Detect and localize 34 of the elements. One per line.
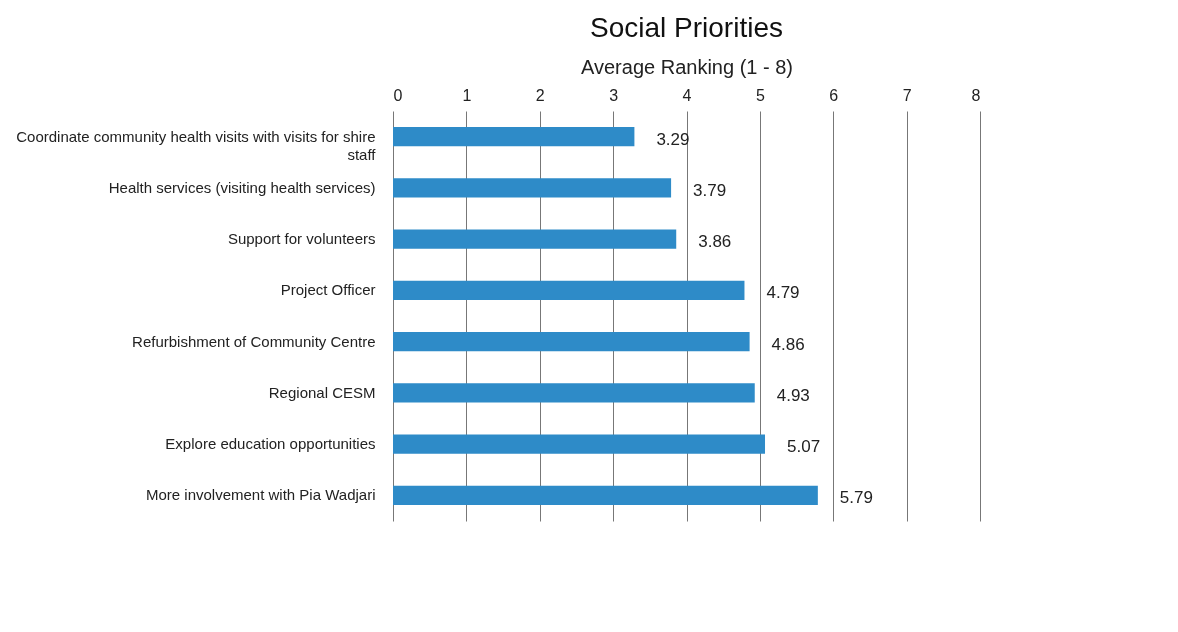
y-tick-label: Coordinate community health visits with visits for shire staff: [16, 127, 377, 163]
data-label: 3.79: [693, 180, 727, 200]
y-tick-label: More involvement with Pia Wadjari: [145, 486, 376, 504]
y-tick-label: Support for volunteers: [227, 230, 376, 248]
data-label: 3.86: [698, 232, 732, 252]
bar: [393, 485, 818, 506]
x-tick-label: 3: [609, 86, 619, 104]
bar: [393, 280, 745, 301]
x-tick-label: 1: [462, 86, 472, 104]
x-tick-label: 5: [755, 86, 765, 104]
y-tick-label: Health services (visiting health services): [108, 178, 376, 196]
x-tick-label: 6: [829, 86, 839, 104]
y-tick-label: Explore education opportunities: [165, 435, 376, 453]
data-label: 4.86: [771, 334, 805, 354]
bar: [393, 126, 635, 147]
bar: [393, 383, 755, 403]
y-tick-label: Regional CESM: [268, 383, 376, 401]
bar: [393, 229, 677, 249]
x-tick-label: 7: [902, 86, 912, 104]
data-label: 4.93: [776, 385, 810, 405]
bar: [393, 331, 750, 352]
data-label: 5.07: [787, 437, 821, 457]
x-tick-label: 4: [682, 86, 692, 104]
y-tick-label: Refurbishment of Community Centre: [132, 332, 376, 350]
bar: [393, 434, 766, 454]
x-tick-label: 2: [535, 86, 545, 104]
bar: [393, 178, 672, 198]
data-label: 4.79: [766, 283, 800, 303]
x-axis-title: Average Ranking (1 - 8): [581, 55, 793, 78]
chart-title: Social Priorities: [590, 12, 783, 43]
y-tick-label: Project Officer: [280, 281, 376, 299]
x-tick-label: 8: [971, 86, 981, 104]
data-label: 5.79: [839, 488, 873, 508]
x-tick-label: 0: [393, 86, 403, 104]
